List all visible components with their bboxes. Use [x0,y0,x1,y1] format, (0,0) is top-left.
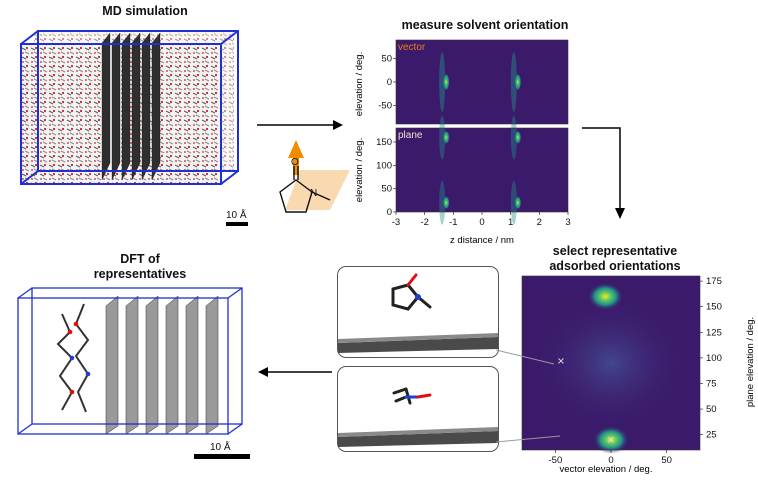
measure-xtick: -3 [392,217,400,228]
select-ytick: 25 [706,430,717,441]
vector-band [510,52,517,112]
measure-xtick: -2 [420,217,428,228]
plane-ytick: 100 [376,160,392,171]
select-ytick: 175 [706,276,722,287]
plane-hotspot [514,195,522,210]
measure-xtick: -1 [449,217,457,228]
plane-ylabel: elevation / deg. [354,138,365,202]
select-hotspot [587,282,624,311]
selected-point-marker [558,358,564,364]
select-ytick: 125 [706,327,722,338]
measure-xtick: 3 [565,217,570,228]
select-xtick: 0 [608,455,613,466]
nmp-molecule-orientation: O N [279,140,350,213]
flat-nmp-on-graphene [338,387,498,447]
select-halo [531,293,691,433]
representative-box-top [337,266,499,358]
vector-ylabel: elevation / deg. [354,52,365,116]
plane-band [439,180,446,225]
plane-tag: plane [398,130,423,141]
select-ylabel: plane elevation / deg. [745,317,756,407]
select-xtick: -50 [549,455,563,466]
measure-xtick: 2 [537,217,542,228]
select-ytick: 150 [706,302,722,313]
svg-text:N: N [310,188,317,199]
dft-scale-label: 10 Å [210,442,231,453]
measure-xtick: 0 [479,217,484,228]
select-xtick: 50 [661,455,672,466]
vector-ytick: -50 [378,100,392,111]
vector-hotspot [442,73,450,91]
plane-heatmap [396,128,568,212]
plane-ytick: 0 [387,207,392,218]
vector-band [439,52,446,112]
select-ytick: 100 [706,353,722,364]
plane-hotspot [514,130,522,145]
upright-nmp-on-graphene [338,273,498,353]
vector-heatmap [396,40,568,124]
arrow-measure-to-select [582,127,625,219]
select-title-2: adsorbed orientations [549,259,681,273]
measure-title: measure solvent orientation [401,18,569,32]
arrow-to-dft [258,367,332,377]
plane-hotspot [442,130,450,145]
plane-highlight [285,170,350,210]
plane-band [510,115,517,160]
dft-scale-bar [194,454,250,459]
leader-lines [495,349,561,443]
select-orientation-heatmap: -50 0 50 175 150 125 100 75 50 25 vector elevatio… [521,275,756,474]
md-scale-label: 10 Å [226,210,247,221]
select-title-1: select representative [552,244,678,258]
md-scale-bar [226,222,248,226]
plane-hotspot [442,195,450,210]
vector-ytick: 0 [387,77,392,88]
vector-ytick: 50 [381,54,392,65]
plane-band [510,180,517,225]
graphene-sheets-dft [105,295,219,435]
select-xlabel: vector elevation / deg. [560,464,653,474]
dft-title-2: representatives [93,267,187,281]
graphene-sheets-md [101,32,161,181]
dft-title-1: DFT of [120,252,160,266]
svg-text:O: O [291,157,299,168]
vector-tag: vector [398,42,426,53]
plane-ytick: 50 [381,184,392,195]
arrow-md-to-measure [257,120,343,130]
vector-hotspot [514,73,522,91]
vector-arrow-icon [288,140,304,175]
representative-box-bottom [337,366,499,452]
measure-xlabel: z distance / nm [450,235,514,246]
md-title: MD simulation [102,4,188,18]
selected-point-marker [608,436,614,443]
plane-band [439,115,446,160]
md-simulation-box [20,30,239,185]
select-ytick: 50 [706,404,717,415]
plane-ytick: 150 [376,137,392,148]
select-ytick: 75 [706,378,717,389]
dft-box [17,287,243,435]
measure-xtick: 1 [508,217,513,228]
